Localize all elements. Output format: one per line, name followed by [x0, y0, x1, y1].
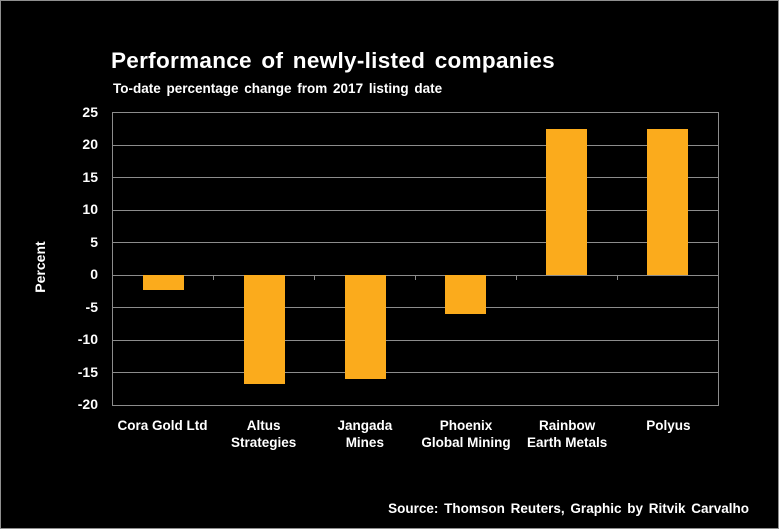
gridline-10	[113, 209, 718, 211]
y-tick-label-5: 5	[90, 233, 98, 250]
y-tick-label-15: 15	[82, 168, 98, 185]
x-axis-tick	[314, 275, 316, 281]
source-attribution: Source: Thomson Reuters, Graphic by Ritv…	[388, 501, 749, 516]
gridline--10	[113, 339, 718, 341]
x-category-label-line: Cora Gold Ltd	[117, 418, 208, 433]
x-category-label-phoenix-global-mining: Phoenix Global Mining	[416, 417, 517, 451]
x-category-label-polyus: Polyus	[618, 417, 719, 434]
x-category-label-line: Global Mining	[421, 435, 511, 450]
bar-jangada-mines	[344, 275, 386, 380]
x-category-label-cora-gold-ltd: Cora Gold Ltd	[112, 417, 213, 434]
x-category-label-line: Strategies	[231, 435, 297, 450]
x-axis-tick	[616, 275, 618, 281]
x-axis-labels: Cora Gold Ltd Altus Strategies Jangada Mines…	[112, 417, 719, 459]
gridline-5	[113, 242, 718, 244]
y-tick-label-25: 25	[82, 104, 98, 120]
x-category-label-line: Rainbow	[539, 418, 596, 433]
bar-phoenix-global-mining	[445, 275, 487, 315]
gridline--15	[113, 372, 718, 374]
plot-area	[112, 112, 719, 406]
y-tick-label--15: -15	[77, 363, 98, 380]
x-axis-tick	[415, 275, 416, 281]
x-category-label-jangada-mines: Jangada Mines	[314, 417, 415, 451]
y-tick-label--20: -20	[77, 396, 98, 412]
x-category-label-line: Altus	[246, 418, 281, 433]
x-category-label-line: Jangada	[337, 418, 393, 433]
y-tick-label-20: 20	[82, 136, 98, 153]
gridline-15	[113, 177, 718, 179]
x-category-label-altus-strategies: Altus Strategies	[213, 417, 314, 451]
y-tick-label-0: 0	[90, 266, 98, 283]
x-category-label-line: Mines	[345, 435, 384, 450]
x-category-label-rainbow-earth-metals: Rainbow Earth Metals	[517, 417, 618, 451]
bar-altus-strategies	[243, 275, 285, 384]
bar-rainbow-earth-metals	[546, 129, 588, 276]
bar-polyus	[647, 129, 689, 276]
bar-cora-gold-ltd	[142, 275, 184, 291]
y-tick-label--10: -10	[77, 331, 98, 348]
chart-subtitle: To-date percentage change from 2017 list…	[113, 81, 443, 96]
x-axis-tick	[213, 275, 215, 281]
x-category-label-line: Polyus	[646, 418, 691, 433]
gridline--5	[113, 307, 718, 309]
x-axis-tick	[515, 275, 517, 281]
x-category-label-line: Phoenix	[439, 418, 493, 433]
gridline-20	[113, 144, 718, 146]
y-tick-label--5: -5	[85, 298, 98, 315]
y-tick-label-10: 10	[82, 201, 98, 218]
x-category-label-line: Earth Metals	[527, 435, 608, 450]
chart-title: Performance of newly-listed companies	[111, 48, 555, 73]
